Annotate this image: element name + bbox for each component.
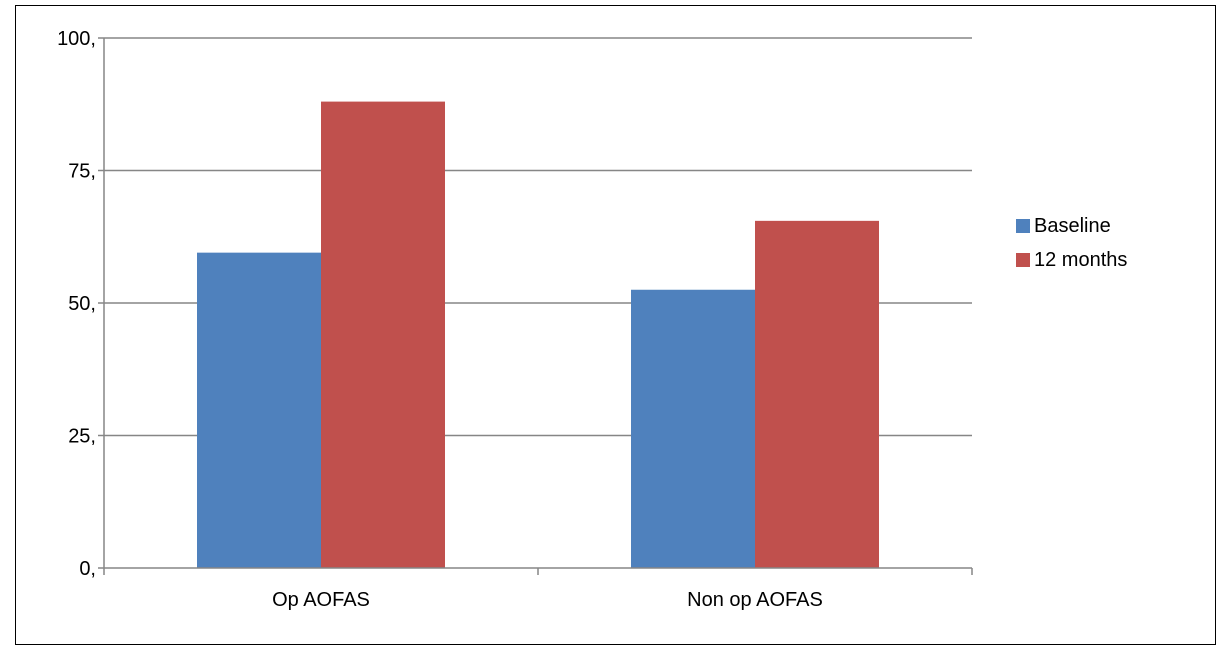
bars bbox=[197, 101, 879, 568]
x-tick-labels: Op AOFAS Non op AOFAS bbox=[272, 589, 823, 611]
bar-chart: 0, 25, 50, 75, 100, Op AOFAS Non op AOFAS bbox=[57, 28, 973, 611]
y-tick-label: 25, bbox=[68, 426, 96, 448]
legend-swatch bbox=[1016, 219, 1030, 233]
bar-12-months-1 bbox=[755, 220, 879, 568]
y-tick-label: 50, bbox=[68, 293, 96, 315]
y-tick-label: 75, bbox=[68, 161, 96, 183]
legend-label: 12 months bbox=[1034, 248, 1128, 271]
y-tick-label: 0, bbox=[79, 558, 96, 580]
legend: Baseline 12 months bbox=[1016, 209, 1127, 277]
axes bbox=[103, 38, 973, 575]
bar-baseline-0 bbox=[197, 252, 321, 568]
legend-item: 12 months bbox=[1016, 243, 1127, 277]
x-tick-label: Non op AOFAS bbox=[687, 589, 823, 611]
y-tick-labels: 0, 25, 50, 75, 100, bbox=[57, 28, 96, 580]
y-tick-label: 100, bbox=[57, 28, 96, 50]
bar-12-months-0 bbox=[321, 101, 445, 568]
x-tick-label: Op AOFAS bbox=[272, 589, 370, 611]
legend-item: Baseline bbox=[1016, 209, 1127, 243]
legend-swatch bbox=[1016, 253, 1030, 267]
legend-label: Baseline bbox=[1034, 214, 1111, 237]
bar-baseline-1 bbox=[631, 289, 755, 568]
